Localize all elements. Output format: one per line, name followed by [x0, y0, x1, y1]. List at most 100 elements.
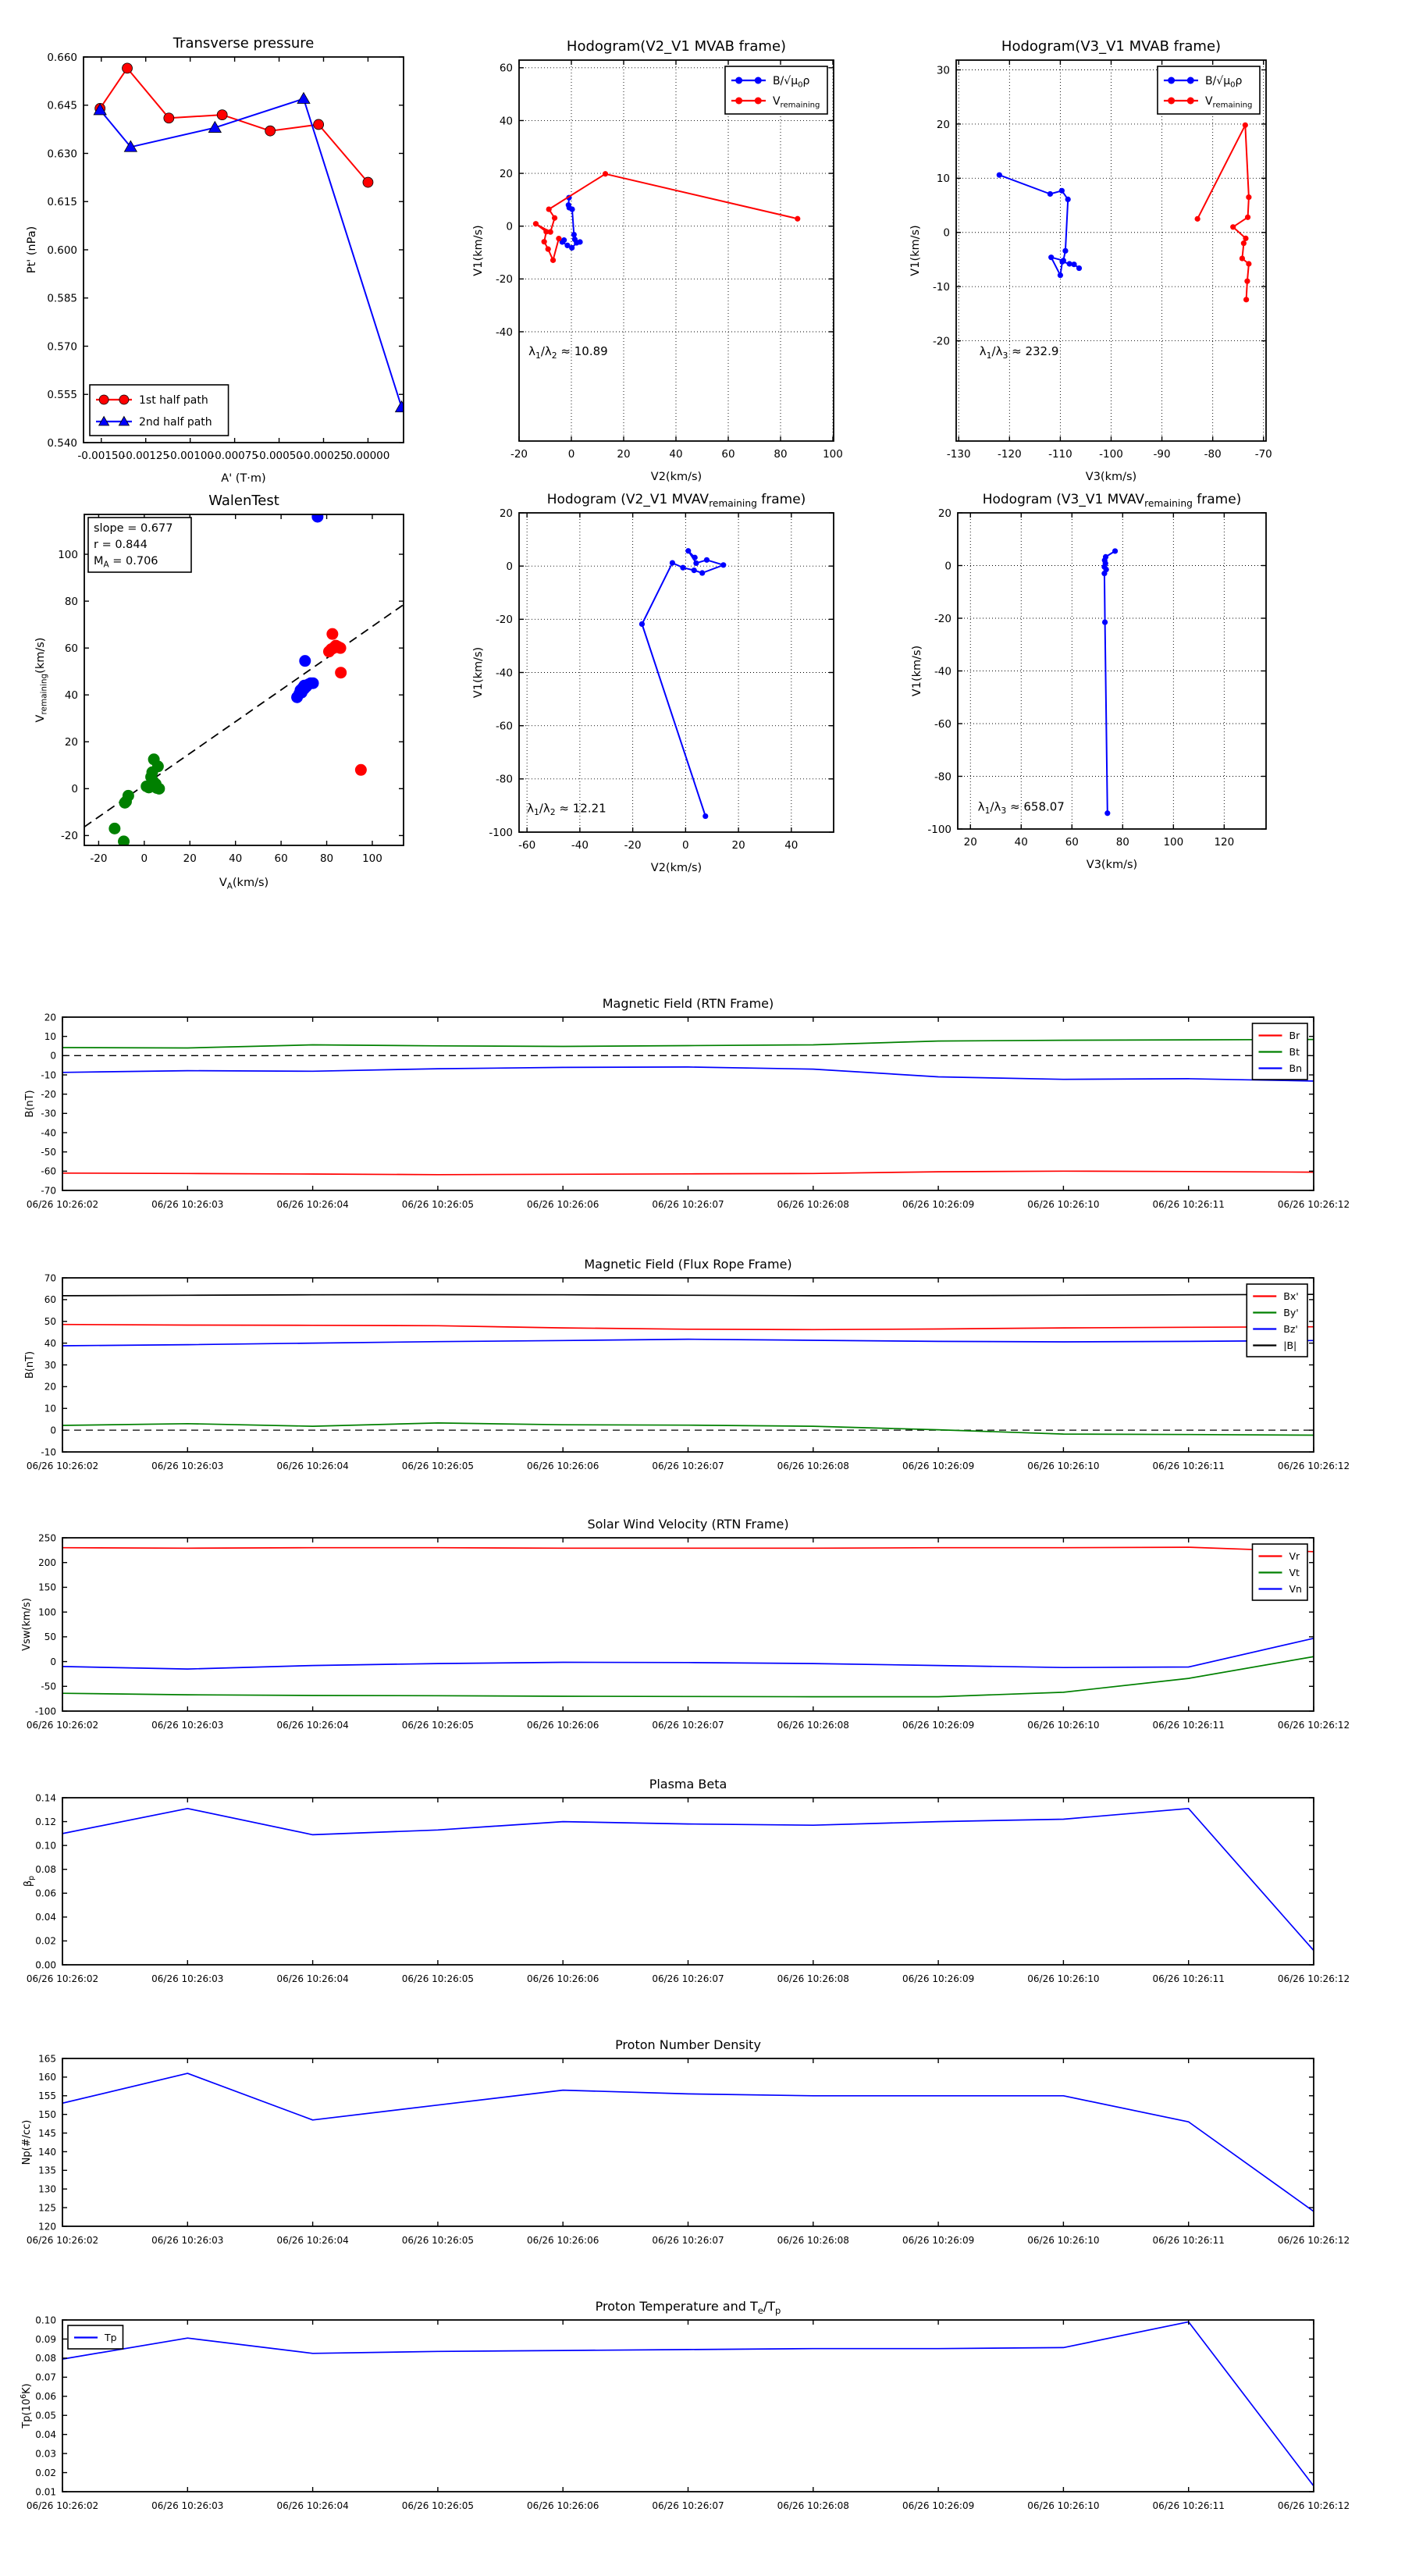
grid	[958, 513, 1266, 829]
legend-label: Vt	[1289, 1567, 1300, 1578]
series-bt	[62, 1038, 1314, 1049]
x-tick-label: 0	[141, 852, 148, 865]
y-tick-label: -100	[489, 827, 513, 839]
y-tick-label: 60	[65, 642, 78, 655]
x-tick-label: 06/26 10:26:03	[151, 1973, 223, 1984]
y-axis-label: βp	[23, 1876, 36, 1887]
x-tick-label: 06/26 10:26:12	[1278, 1199, 1350, 1210]
axes-box	[62, 1277, 1314, 1453]
x-tick-label: 06/26 10:26:05	[402, 1461, 474, 1471]
series-2nd-half-path	[93, 91, 404, 413]
series-tp	[62, 2321, 1314, 2487]
ticks: -20 0 20 40 60 80 100 -40 -20 0 20 40 60	[496, 60, 843, 461]
series-inbound-points	[108, 753, 165, 845]
series-v-remaining-	[638, 548, 727, 820]
axes-box	[62, 1797, 1314, 1966]
y-tick-label: -10	[41, 1069, 56, 1080]
x-tick-label: 06/26 10:26:08	[777, 1461, 849, 1471]
x-tick-label: -130	[947, 448, 971, 461]
x-tick-label: 06/26 10:26:09	[902, 1461, 974, 1471]
x-tick-label: 80	[774, 448, 787, 461]
x-tick-label: 06/26 10:26:06	[527, 1973, 599, 1984]
series-by-	[62, 1422, 1314, 1436]
y-tick-label: 0	[50, 1425, 56, 1436]
y-tick-label: 160	[38, 2072, 56, 2083]
y-tick-label: -40	[41, 1127, 56, 1138]
x-tick-label: -90	[1154, 448, 1171, 461]
y-tick-label: 10	[44, 1404, 56, 1414]
x-tick-label: 06/26 10:26:09	[902, 1199, 974, 1210]
series-bn	[62, 1066, 1314, 1082]
x-tick-label: 06/26 10:26:12	[1278, 1461, 1350, 1471]
x-tick-label: 06/26 10:26:05	[402, 2500, 474, 2511]
x-tick-label: 06/26 10:26:06	[527, 1720, 599, 1731]
x-tick-label: 06/26 10:26:06	[527, 2500, 599, 2511]
y-tick-label: -60	[41, 1166, 56, 1177]
legend: Tp	[67, 2325, 124, 2350]
legend-label: Tp	[104, 2332, 117, 2343]
x-tick-label: 06/26 10:26:10	[1027, 1973, 1099, 1984]
x-tick-label: 06/26 10:26:04	[276, 1461, 348, 1471]
y-axis-label: V1(km/s)	[472, 647, 485, 698]
x-tick-label: 06/26 10:26:04	[276, 2500, 348, 2511]
legend: B/√μ0ρ Vremaining	[724, 66, 828, 115]
x-tick-label: 06/26 10:26:03	[151, 1199, 223, 1210]
y-tick-label: 0	[71, 783, 78, 795]
x-tick-label: 06/26 10:26:03	[151, 2500, 223, 2511]
x-tick-label: 40	[229, 852, 242, 865]
y-tick-label: 0.660	[47, 52, 77, 64]
x-tick-label: -20	[510, 448, 528, 461]
legend-label: Bn	[1289, 1062, 1303, 1074]
legend-label: Br	[1289, 1030, 1301, 1041]
x-tick-label: 06/26 10:26:08	[777, 1199, 849, 1210]
x-tick-label: 100	[823, 448, 843, 461]
x-tick-label: 80	[320, 852, 333, 865]
x-tick-label: 06/26 10:26:05	[402, 1973, 474, 1984]
y-tick-label: 10	[937, 173, 950, 185]
axes-box	[84, 514, 404, 846]
y-tick-label: 0.12	[35, 1816, 56, 1827]
y-tick-label: 20	[500, 507, 513, 520]
series-layer	[62, 1038, 1314, 1176]
x-tick-label: 06/26 10:26:11	[1153, 1720, 1225, 1731]
y-tick-label: -20	[933, 335, 950, 347]
x-tick-label: -100	[1099, 448, 1123, 461]
y-tick-label: 20	[44, 1382, 56, 1393]
x-tick-label: 20	[183, 852, 197, 865]
y-tick-label: 140	[38, 2147, 56, 2158]
x-tick-label: 06/26 10:26:08	[777, 1973, 849, 1984]
x-tick-label: 40	[669, 448, 682, 461]
x-tick-label: 06/26 10:26:09	[902, 1720, 974, 1731]
lambda-ratio-annotation: λ1/λ3 ≈ 232.9	[980, 344, 1059, 361]
x-tick-label: 06/26 10:26:03	[151, 1461, 223, 1471]
chart-title: Magnetic Field (Flux Rope Frame)	[584, 1257, 791, 1272]
series-fit	[84, 603, 404, 828]
x-tick-label: 0	[682, 839, 689, 852]
x-tick-label: 06/26 10:26:05	[402, 1199, 474, 1210]
stats-line: slope = 0.677	[94, 522, 173, 535]
x-tick-label: 06/26 10:26:07	[652, 2500, 724, 2511]
chart-plasma-beta: 06/26 10:26:02 06/26 10:26:03 06/26 10:26:…	[23, 1777, 1350, 1984]
series-layer	[638, 548, 727, 820]
legend-label: Bt	[1289, 1046, 1300, 1058]
series-layer	[62, 1807, 1314, 1952]
legend: 1st half path 2nd half path	[89, 384, 229, 436]
y-tick-label: -60	[496, 720, 513, 733]
x-tick-label: 0.00000	[347, 450, 390, 462]
legend-label: Vn	[1289, 1583, 1302, 1595]
y-tick-label: 120	[38, 2221, 56, 2232]
series-layer	[62, 1293, 1314, 1436]
y-tick-label: 135	[38, 2165, 56, 2176]
y-tick-label: 70	[44, 1272, 56, 1283]
y-tick-label: 0.540	[47, 437, 77, 450]
x-tick-label: 06/26 10:26:06	[527, 1199, 599, 1210]
y-tick-label: 150	[38, 2109, 56, 2120]
x-tick-label: 06/26 10:26:10	[1027, 2235, 1099, 2246]
x-tick-label: -0.00100	[166, 450, 214, 462]
x-tick-label: 06/26 10:26:08	[777, 2500, 849, 2511]
y-tick-label: 0.03	[35, 2448, 56, 2459]
lambda-ratio-annotation: λ1/λ2 ≈ 10.89	[528, 344, 608, 361]
x-tick-label: -60	[518, 839, 535, 852]
ticks: 06/26 10:26:02 06/26 10:26:03 06/26 10:26:…	[27, 1532, 1350, 1731]
y-tick-label: -100	[927, 824, 951, 836]
